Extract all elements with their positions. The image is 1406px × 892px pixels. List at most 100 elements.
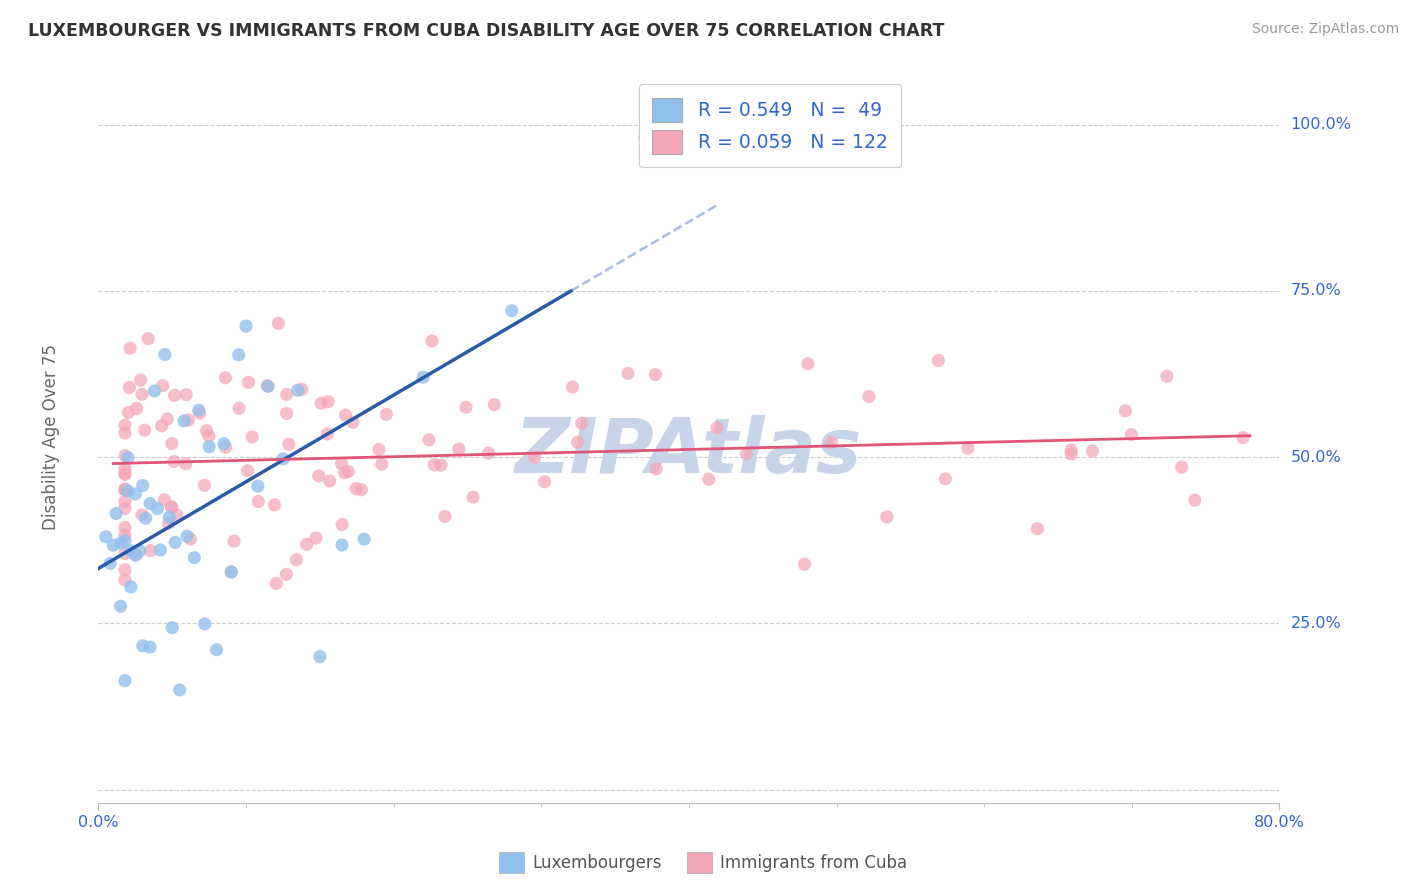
Point: [344, 482, 367, 496]
Point: [194, 616, 217, 631]
Point: [131, 387, 153, 401]
Text: 50.0%: 50.0%: [1291, 450, 1341, 465]
Point: [793, 558, 815, 572]
Legend:  R = 0.549   N =  49,  R = 0.059   N = 122: R = 0.549 N = 49, R = 0.059 N = 122: [640, 85, 901, 168]
Point: [135, 511, 157, 525]
Point: [267, 317, 290, 331]
Point: [165, 535, 187, 549]
Point: [114, 520, 136, 534]
Text: 100.0%: 100.0%: [1291, 117, 1351, 132]
Point: [412, 370, 434, 384]
Point: [136, 332, 159, 346]
Point: [221, 565, 243, 579]
Point: [735, 447, 758, 461]
Point: [114, 467, 136, 481]
Point: [195, 424, 218, 438]
Point: [132, 639, 155, 653]
Point: [1060, 443, 1083, 458]
Point: [166, 508, 188, 522]
Point: [434, 509, 457, 524]
Point: [533, 475, 555, 489]
Point: [256, 378, 278, 392]
Point: [337, 465, 360, 479]
Point: [706, 421, 728, 435]
Point: [117, 483, 139, 498]
Point: [193, 478, 215, 492]
Point: [240, 430, 263, 444]
Point: [143, 384, 166, 398]
Legend: Luxembourgers, Immigrants from Cuba: Luxembourgers, Immigrants from Cuba: [492, 846, 914, 880]
Point: [124, 487, 146, 501]
Point: [246, 479, 269, 493]
Point: [316, 426, 339, 441]
Point: [114, 573, 136, 587]
Point: [157, 516, 180, 531]
Point: [139, 496, 162, 510]
Point: [114, 528, 136, 542]
Text: ZIPAtlas: ZIPAtlas: [515, 415, 863, 489]
Point: [139, 640, 162, 655]
Point: [1081, 443, 1104, 458]
Point: [198, 440, 221, 454]
Point: [173, 414, 195, 428]
Point: [174, 457, 197, 471]
Point: [131, 508, 153, 522]
Point: [146, 501, 169, 516]
Point: [523, 450, 546, 465]
Point: [117, 405, 139, 419]
Point: [120, 543, 142, 558]
Point: [956, 441, 979, 455]
Text: 75.0%: 75.0%: [1291, 284, 1341, 298]
Point: [114, 673, 136, 688]
Point: [353, 532, 375, 546]
Point: [335, 408, 357, 422]
Point: [316, 394, 339, 409]
Point: [125, 548, 148, 562]
Point: [501, 303, 523, 318]
Point: [105, 507, 128, 521]
Point: [198, 429, 221, 443]
Point: [94, 530, 117, 544]
Point: [222, 534, 245, 549]
Point: [114, 482, 136, 496]
Point: [697, 472, 720, 486]
Point: [177, 413, 200, 427]
Point: [134, 423, 156, 437]
Point: [114, 547, 136, 561]
Point: [114, 501, 136, 516]
Point: [149, 543, 172, 558]
Point: [114, 462, 136, 476]
Point: [114, 494, 136, 508]
Point: [477, 446, 499, 460]
Point: [238, 376, 260, 390]
Point: [98, 557, 121, 571]
Point: [156, 412, 179, 426]
Text: Source: ZipAtlas.com: Source: ZipAtlas.com: [1251, 22, 1399, 37]
Point: [163, 454, 186, 468]
Point: [430, 458, 453, 473]
Point: [266, 576, 288, 591]
Point: [634, 131, 657, 145]
Point: [1121, 427, 1143, 442]
Point: [858, 390, 880, 404]
Point: [276, 406, 298, 420]
Point: [183, 550, 205, 565]
Point: [132, 478, 155, 492]
Point: [187, 403, 209, 417]
Point: [645, 462, 668, 476]
Point: [333, 466, 356, 480]
Point: [567, 435, 589, 450]
Point: [561, 380, 583, 394]
Point: [157, 510, 180, 524]
Point: [820, 435, 842, 450]
Point: [150, 418, 173, 433]
Point: [330, 517, 353, 532]
Point: [153, 347, 176, 361]
Point: [1156, 369, 1178, 384]
Point: [371, 457, 394, 471]
Text: 25.0%: 25.0%: [1291, 615, 1341, 631]
Point: [876, 510, 898, 524]
Point: [236, 464, 259, 478]
Text: LUXEMBOURGER VS IMMIGRANTS FROM CUBA DISABILITY AGE OVER 75 CORRELATION CHART: LUXEMBOURGER VS IMMIGRANTS FROM CUBA DIS…: [28, 22, 945, 40]
Point: [214, 441, 236, 455]
